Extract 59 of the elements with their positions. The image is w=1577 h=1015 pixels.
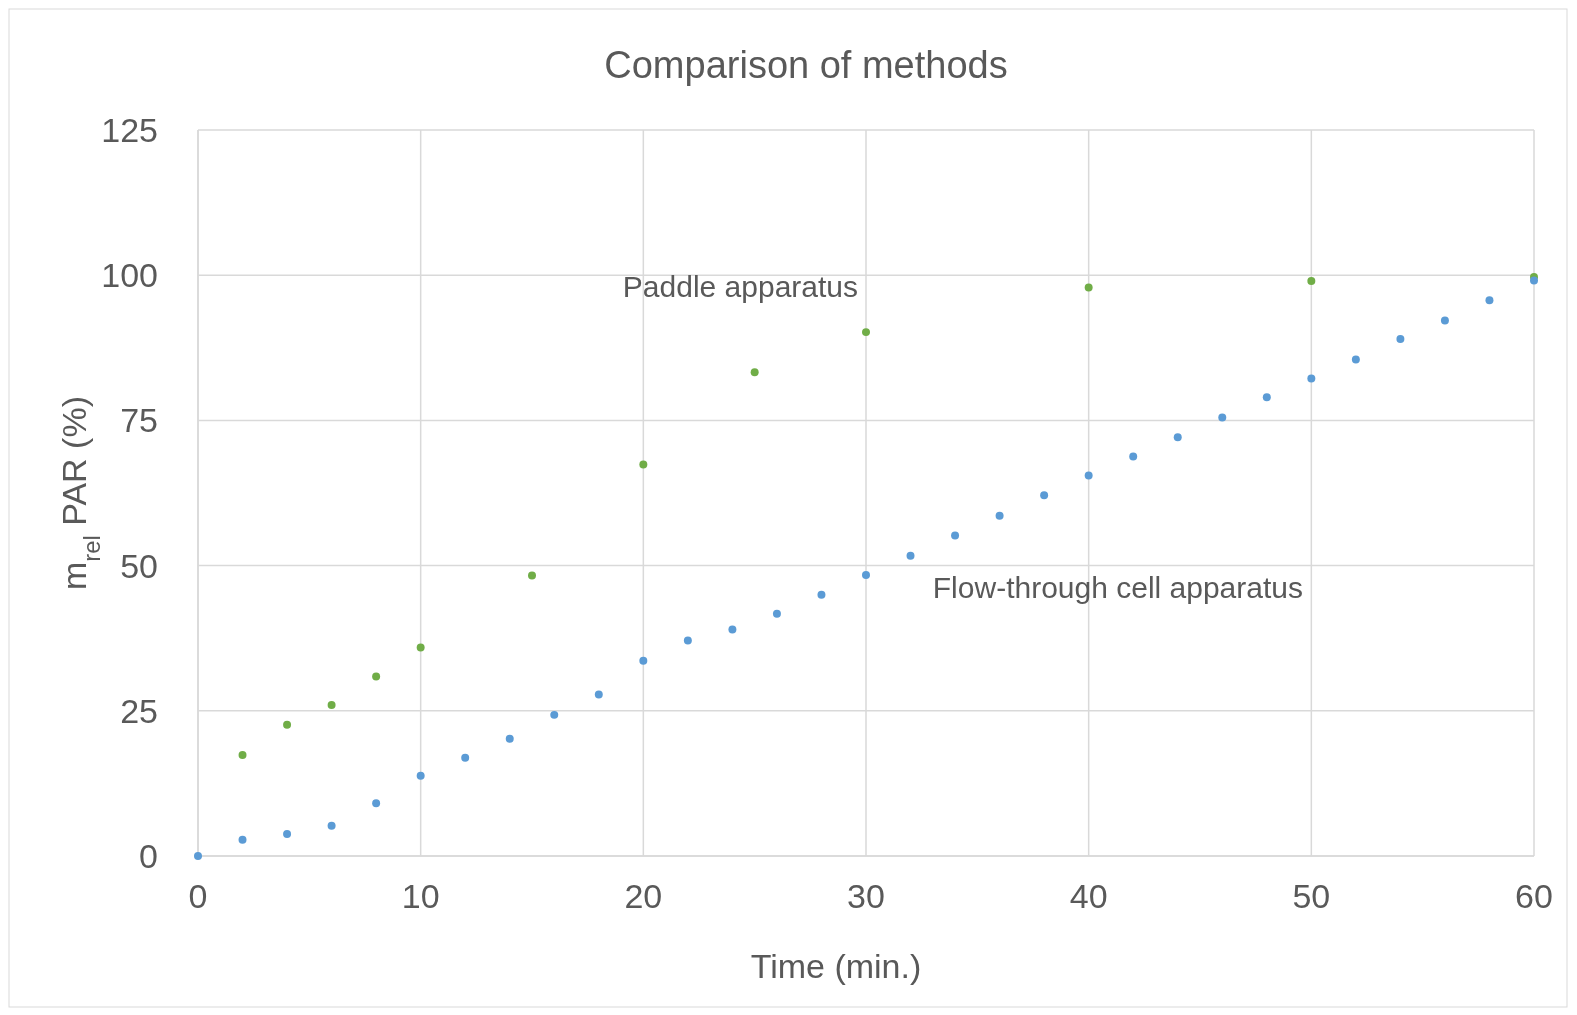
point (683, 636, 692, 645)
point (461, 753, 470, 762)
point (1307, 374, 1316, 383)
point (327, 701, 336, 709)
y-tick-label: 125 (101, 110, 158, 149)
point (1485, 296, 1494, 305)
point (1040, 491, 1049, 500)
point (283, 720, 292, 729)
point (1084, 471, 1093, 480)
point (416, 643, 425, 652)
point (639, 656, 648, 665)
y-tick-label: 0 (139, 836, 158, 875)
point (772, 609, 781, 618)
point (862, 328, 870, 337)
point (1351, 355, 1360, 364)
point (1530, 276, 1538, 285)
point (750, 368, 759, 377)
point (238, 750, 247, 759)
point (1262, 393, 1271, 402)
x-tick-label: 0 (188, 877, 208, 915)
point (505, 734, 514, 743)
point (1173, 433, 1182, 442)
x-tick-label: 60 (1515, 877, 1553, 915)
y-tick-label: 100 (101, 256, 158, 295)
point (1307, 277, 1316, 285)
x-tick-label: 50 (1292, 877, 1331, 915)
point (1084, 283, 1093, 292)
point (194, 852, 202, 860)
x-tick-label: 30 (847, 877, 885, 915)
point (327, 821, 336, 830)
point (416, 771, 425, 780)
point (906, 551, 915, 560)
x-tick-label: 10 (401, 877, 440, 915)
point (594, 690, 603, 699)
point (372, 672, 381, 681)
point (862, 570, 870, 579)
point (372, 799, 381, 808)
point (528, 571, 536, 580)
x-axis-title: Time (min.) (750, 947, 922, 985)
point (639, 460, 648, 469)
point (728, 625, 737, 634)
point (951, 531, 960, 540)
x-tick-label: 40 (1069, 877, 1108, 915)
y-tick-label: 50 (120, 546, 158, 585)
point (1396, 335, 1405, 344)
point (1440, 316, 1449, 325)
y-tick-label: 75 (120, 401, 158, 440)
point (238, 835, 247, 844)
point (995, 511, 1004, 520)
x-tick-label: 20 (624, 877, 663, 915)
point (550, 710, 559, 719)
point (283, 829, 292, 838)
chart-title: Comparison of methods (604, 44, 1008, 86)
point (1129, 452, 1138, 461)
point (1218, 413, 1227, 422)
point (817, 590, 826, 599)
y-tick-label: 25 (120, 691, 158, 730)
series-label: Paddle apparatus (622, 269, 859, 303)
series-label: Flow-through cell apparatus (932, 571, 1303, 605)
